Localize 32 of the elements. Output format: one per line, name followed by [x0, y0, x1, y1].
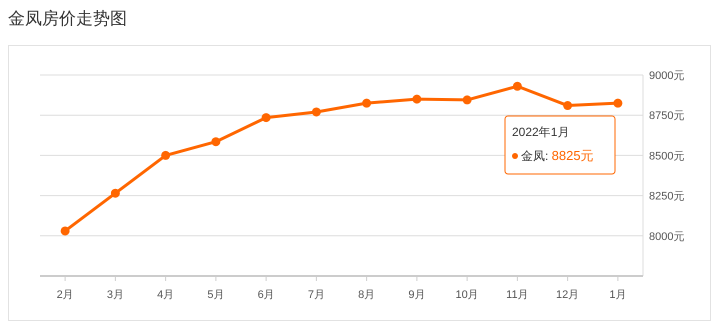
chart-title: 金凤房价走势图	[8, 9, 127, 28]
x-tick-label: 9月	[408, 289, 426, 301]
y-tick-label: 8250元	[649, 190, 684, 203]
x-tick-label: 3月	[106, 289, 124, 301]
x-tick-label: 6月	[258, 289, 275, 301]
annotation: 2022年1月	[512, 125, 570, 139]
point	[512, 82, 522, 91]
x-tick-label: 8月	[358, 289, 376, 301]
point	[412, 94, 422, 104]
x-tick-label: 12月	[556, 289, 580, 301]
point	[362, 98, 372, 108]
x-tick-label: 2月	[56, 289, 74, 301]
point	[60, 226, 70, 236]
point	[312, 107, 321, 116]
y-tick-label: 8750元	[649, 110, 684, 122]
point	[161, 150, 170, 160]
point	[211, 137, 220, 146]
x-tick-label: 7月	[308, 289, 325, 301]
point	[262, 113, 271, 122]
x-tick-label: 5月	[207, 289, 224, 301]
point	[462, 95, 472, 104]
x-tick-label: 10月	[456, 289, 479, 301]
y-tick-label: 8500元	[649, 150, 684, 162]
y-tick-label: 8000元	[649, 230, 684, 243]
point	[110, 188, 120, 198]
x-tick-label: 11月	[506, 289, 529, 301]
point	[613, 98, 622, 108]
x-tick-label: 1月	[609, 289, 626, 301]
x-tick-label: 4月	[157, 289, 174, 301]
annotation: 金凤: 8825元	[521, 148, 594, 163]
y-tick-label: 9000元	[649, 70, 684, 82]
point	[563, 101, 572, 110]
